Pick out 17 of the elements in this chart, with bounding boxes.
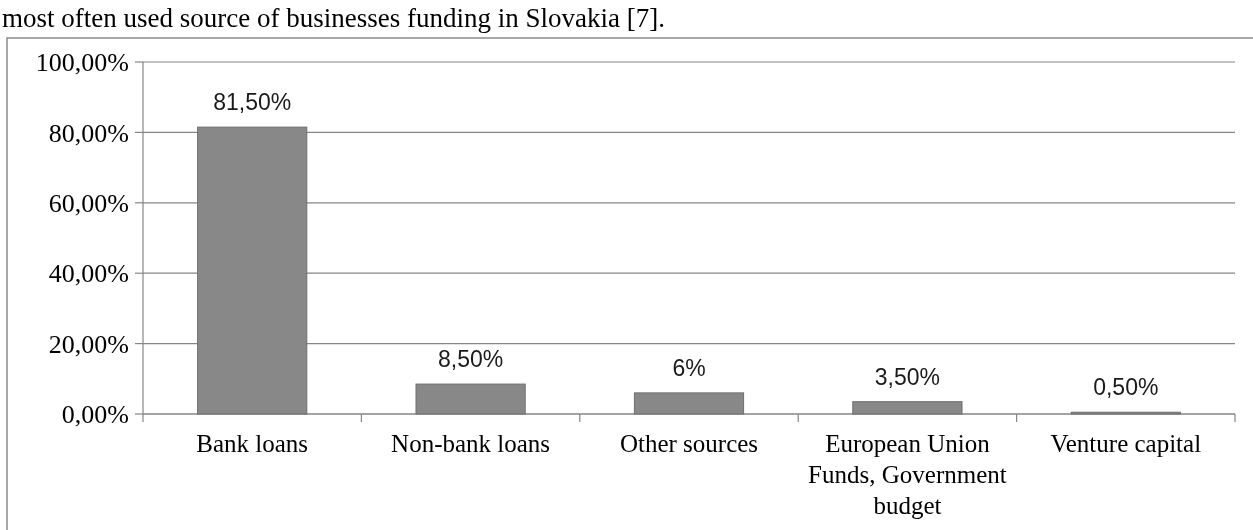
data-label: 81,50% xyxy=(213,89,292,116)
data-label: 3,50% xyxy=(874,363,941,390)
y-tick-label: 80,00% xyxy=(48,118,129,148)
y-tick-label: 100,00% xyxy=(35,48,129,78)
y-tick-label: 0,00% xyxy=(61,400,129,430)
y-tick-label: 60,00% xyxy=(48,188,129,218)
chart-title: most often used source of businesses funding in Slovakia [7]. xyxy=(2,3,665,33)
x-tick-label: Venture capital xyxy=(1050,430,1202,457)
x-tick-label: Bank loans xyxy=(196,430,309,457)
data-label: 8,50% xyxy=(437,346,504,373)
data-label: 0,50% xyxy=(1093,374,1159,401)
y-tick-label: 40,00% xyxy=(48,259,129,289)
x-tick-label: European Union Funds, Government budget xyxy=(808,430,1007,519)
x-tick-label: Non-bank loans xyxy=(391,430,551,457)
x-tick-label: Other sources xyxy=(619,430,759,457)
y-tick-label: 20,00% xyxy=(48,329,129,359)
data-label: 6% xyxy=(672,354,706,381)
